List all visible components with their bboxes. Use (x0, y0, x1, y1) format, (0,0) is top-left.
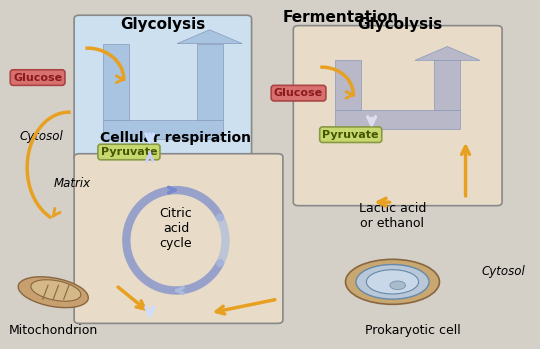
Bar (103, 44, 129, 120)
Text: Fermentation: Fermentation (282, 10, 399, 25)
Text: Cytosol: Cytosol (19, 130, 63, 143)
Bar (434, 60, 461, 110)
Text: Pyruvate: Pyruvate (100, 147, 157, 157)
Text: Pyruvate: Pyruvate (322, 130, 379, 140)
Text: Lactic acid
or ethanol: Lactic acid or ethanol (359, 202, 426, 230)
Text: Glucose: Glucose (274, 88, 323, 98)
FancyBboxPatch shape (74, 154, 283, 324)
Ellipse shape (18, 277, 89, 308)
Bar (197, 44, 222, 120)
Bar (335, 110, 461, 129)
FancyBboxPatch shape (74, 15, 252, 161)
Bar (335, 60, 361, 110)
Text: Glucose: Glucose (13, 73, 62, 83)
Text: Glycolysis: Glycolysis (357, 17, 443, 32)
Ellipse shape (346, 259, 440, 304)
Text: Glycolysis: Glycolysis (120, 17, 206, 32)
Ellipse shape (390, 281, 406, 290)
Polygon shape (415, 46, 480, 60)
Text: Prokaryotic cell: Prokaryotic cell (366, 324, 461, 337)
Text: Cytosol: Cytosol (482, 265, 525, 278)
Ellipse shape (31, 280, 81, 301)
Text: Cellular respiration: Cellular respiration (100, 131, 252, 145)
Text: Citric
acid
cycle: Citric acid cycle (159, 207, 192, 250)
FancyBboxPatch shape (293, 25, 502, 206)
Text: Matrix: Matrix (53, 177, 90, 190)
Ellipse shape (356, 265, 429, 299)
Polygon shape (177, 30, 242, 44)
Text: Mitochondrion: Mitochondrion (9, 324, 98, 337)
Bar (103, 120, 222, 139)
Ellipse shape (366, 270, 418, 294)
